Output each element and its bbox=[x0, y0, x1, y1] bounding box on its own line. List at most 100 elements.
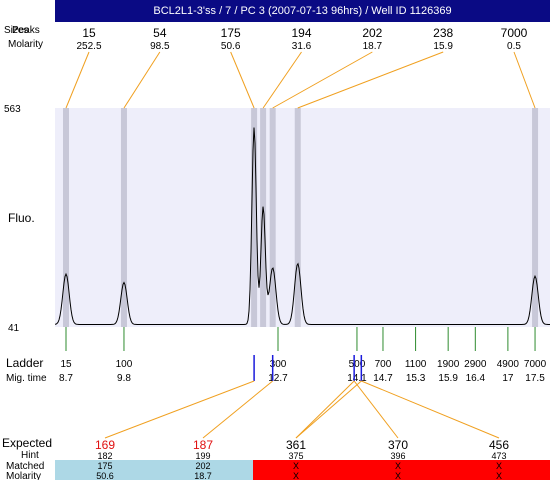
ladder-size-label: 300 bbox=[270, 359, 287, 370]
hint-label: 396 bbox=[390, 451, 405, 461]
expected-label: Expected bbox=[2, 436, 52, 450]
ladder-size-label: 500 bbox=[349, 359, 366, 370]
hint-label: 182 bbox=[97, 451, 112, 461]
title-bar: BCL2L1-3'ss / 7 / PC 3 (2007-07-13 96hrs… bbox=[55, 0, 550, 22]
expected-table-group: 16918217550.618719920218.7361375XX370396… bbox=[55, 380, 550, 480]
ladder-group: 15 8.7 100 9.8 300 12.7 500 14.1 700 14.7 1100 15.3… bbox=[59, 327, 547, 384]
peak-connector bbox=[230, 51, 255, 109]
matched-molarity-label: 18.7 bbox=[194, 471, 212, 480]
peak-band bbox=[120, 108, 127, 327]
matched-cell bbox=[346, 460, 448, 480]
expected-connector bbox=[361, 380, 500, 439]
ladder-size-label: 15 bbox=[60, 359, 72, 370]
expected-size-label: 169 bbox=[95, 438, 115, 452]
expected-connector bbox=[295, 380, 355, 439]
peak-bands-group bbox=[63, 108, 539, 327]
ladder-size-label: 1100 bbox=[405, 359, 427, 370]
expected-size-label: 456 bbox=[489, 438, 509, 452]
sizes-label: Sizes bbox=[4, 25, 28, 36]
peak-connector bbox=[272, 51, 373, 109]
expected-connector bbox=[295, 380, 362, 439]
molarity-label: Molarity bbox=[8, 39, 43, 50]
ladder-size-label: 700 bbox=[375, 359, 392, 370]
peak-size-label: 7000 bbox=[501, 26, 528, 40]
peak-band bbox=[294, 108, 301, 327]
expected-size-label: 187 bbox=[193, 438, 213, 452]
ladder-time-label: 15.3 bbox=[406, 373, 426, 384]
peak-connector bbox=[513, 51, 536, 109]
hint-label: Hint bbox=[21, 450, 39, 461]
ladder-time-label: 14.1 bbox=[347, 373, 367, 384]
ladder-time-label: 17.5 bbox=[525, 373, 545, 384]
hint-label: 473 bbox=[491, 451, 506, 461]
matched-cell bbox=[152, 460, 253, 480]
ladder-time-label: 9.8 bbox=[117, 373, 131, 384]
expected-connector bbox=[104, 380, 255, 439]
row-labels-group: Sizes Peaks Molarity Fluo. Ladder Mig. t… bbox=[2, 25, 52, 480]
axes-group: 563 41 bbox=[4, 104, 21, 334]
fluorescence-trace bbox=[54, 127, 550, 325]
ladder-size-label: 100 bbox=[116, 359, 133, 370]
peak-molarity-label: 98.5 bbox=[150, 41, 170, 52]
matched-molarity-label: 50.6 bbox=[96, 471, 114, 480]
hint-label: 375 bbox=[288, 451, 303, 461]
peak-size-label: 54 bbox=[153, 26, 167, 40]
peak-molarity-label: 0.5 bbox=[507, 41, 521, 52]
ladder-time-label: 15.9 bbox=[438, 373, 458, 384]
peak-connector bbox=[262, 51, 302, 109]
hint-label: 199 bbox=[195, 451, 210, 461]
peak-band bbox=[63, 108, 69, 327]
matched-size-label: X bbox=[293, 461, 299, 471]
matched-molarity-label: X bbox=[496, 471, 502, 480]
fluo-label: Fluo. bbox=[8, 211, 35, 225]
expected-size-label: 370 bbox=[388, 438, 408, 452]
matched-molarity-label: X bbox=[395, 471, 401, 480]
matched-cell bbox=[448, 460, 550, 480]
peak-band bbox=[260, 108, 267, 327]
peak-size-label: 202 bbox=[362, 26, 382, 40]
matched-size-label: 202 bbox=[195, 461, 210, 471]
plot-background-group bbox=[55, 108, 550, 327]
peak-connector bbox=[297, 51, 444, 109]
ladder-size-label: 7000 bbox=[524, 359, 547, 370]
peak-size-label: 238 bbox=[433, 26, 453, 40]
peaks-label: Peaks bbox=[12, 25, 40, 36]
peak-band bbox=[269, 108, 276, 327]
matched-label: Matched bbox=[6, 461, 44, 472]
peak-connector bbox=[123, 51, 161, 109]
matched-cell bbox=[253, 460, 346, 480]
peak-size-label: 175 bbox=[221, 26, 241, 40]
ladder-size-label: 1900 bbox=[437, 359, 460, 370]
peak-molarity-label: 50.6 bbox=[221, 41, 241, 52]
ladder-size-label: 4900 bbox=[497, 359, 520, 370]
trace-group bbox=[54, 127, 550, 325]
matched-size-label: 175 bbox=[97, 461, 112, 471]
mig-time-label: Mig. time bbox=[6, 373, 47, 384]
plot-area bbox=[55, 108, 550, 327]
ladder-size-label: 2900 bbox=[464, 359, 487, 370]
ladder-time-label: 17 bbox=[502, 373, 514, 384]
ladder-time-label: 8.7 bbox=[59, 373, 73, 384]
peak-molarity-label: 31.6 bbox=[292, 41, 312, 52]
peak-molarity-label: 15.9 bbox=[433, 41, 453, 52]
matched-molarity-label: X bbox=[293, 471, 299, 480]
matched-cell bbox=[55, 460, 152, 480]
molarity-bottom-label: Molarity bbox=[6, 471, 41, 480]
ladder-time-label: 16.4 bbox=[466, 373, 486, 384]
expected-size-label: 361 bbox=[286, 438, 306, 452]
matched-size-label: X bbox=[496, 461, 502, 471]
peak-connector bbox=[65, 51, 90, 109]
peak-molarity-label: 252.5 bbox=[76, 41, 101, 52]
peak-size-label: 194 bbox=[291, 26, 311, 40]
peak-band bbox=[532, 108, 539, 327]
peak-size-label: 15 bbox=[82, 26, 96, 40]
ladder-time-label: 12.7 bbox=[268, 373, 288, 384]
ladder-time-label: 14.7 bbox=[373, 373, 393, 384]
matched-size-label: X bbox=[395, 461, 401, 471]
markers-group bbox=[253, 355, 363, 381]
peak-band bbox=[251, 108, 258, 327]
y-tick-label: 563 bbox=[4, 104, 21, 115]
